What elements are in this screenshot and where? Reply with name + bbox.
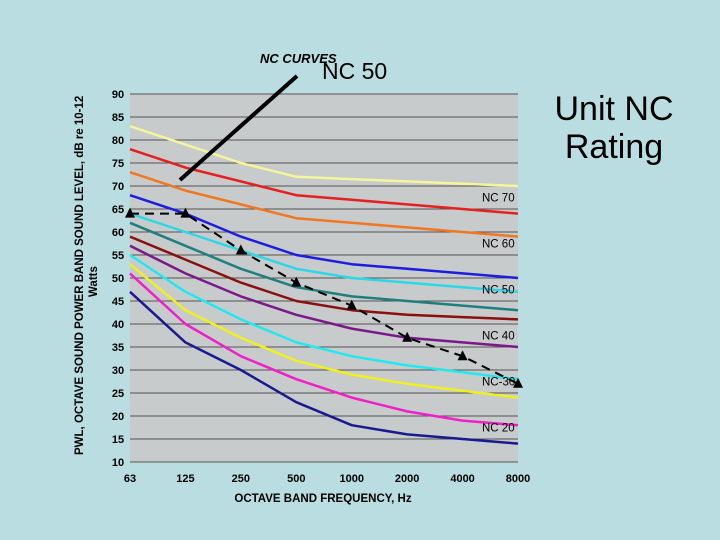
x-tick-label: 250 bbox=[232, 473, 250, 485]
nc-curves bbox=[129, 125, 519, 445]
measured-point bbox=[235, 244, 246, 255]
measured-point bbox=[513, 377, 523, 388]
nc50-annotation: NC 50 bbox=[322, 58, 387, 84]
y-tick-label: 45 bbox=[112, 296, 124, 308]
measured-point bbox=[346, 299, 357, 310]
nc-curve-2 bbox=[129, 148, 519, 215]
x-tick-labels: 63 125 250 500 1000 2000 4000 8000 bbox=[124, 473, 530, 485]
y-tick-label: 25 bbox=[112, 388, 124, 400]
measured-point bbox=[291, 276, 302, 287]
nc-curve-9 bbox=[129, 253, 519, 381]
curve-labels: NC 70 NC 60 NC 50 NC 40 NC-30 NC 20 bbox=[482, 193, 515, 435]
x-tick-label: 125 bbox=[176, 473, 194, 485]
slide-title-line-1: Unit NC bbox=[554, 90, 674, 128]
y-tick-label: 30 bbox=[112, 365, 124, 377]
nc-curve-1 bbox=[129, 125, 519, 188]
curve-label: NC 70 bbox=[482, 193, 515, 205]
measured-point bbox=[180, 207, 191, 218]
nc-curve-11 bbox=[129, 272, 519, 427]
nc-curve-6 bbox=[129, 221, 519, 312]
x-tick-label: 8000 bbox=[506, 473, 530, 485]
y-tick-label: 85 bbox=[112, 112, 124, 124]
nc-curve-8 bbox=[129, 244, 519, 349]
curve-label: NC-30 bbox=[482, 377, 515, 389]
y-tick-label: 20 bbox=[112, 411, 124, 423]
measured-point bbox=[402, 331, 413, 342]
nc-curve-7 bbox=[129, 235, 519, 321]
nc-curve-5 bbox=[129, 212, 519, 294]
slide-title-line-2: Rating bbox=[564, 128, 664, 166]
y-tick-labels: 90 85 80 75 70 65 60 55 50 45 40 35 30 25 20 15 10 bbox=[112, 89, 124, 469]
y-tick-label: 80 bbox=[112, 135, 124, 147]
x-tick-label: 500 bbox=[287, 473, 305, 485]
y-tick-label: 55 bbox=[112, 250, 124, 262]
y-tick-label: 10 bbox=[112, 457, 124, 469]
x-axis-label: OCTAVE BAND FREQUENCY, Hz bbox=[234, 493, 411, 505]
nc-curve-4 bbox=[129, 194, 519, 280]
y-tick-label: 70 bbox=[112, 181, 124, 193]
annotation-pointer bbox=[178, 74, 299, 182]
chart-title: NC CURVES bbox=[260, 51, 337, 66]
nc-curve-3 bbox=[129, 171, 519, 238]
slide-title: Unit NC Rating bbox=[548, 90, 680, 166]
y-tick-label: 50 bbox=[112, 273, 124, 285]
measured-line bbox=[130, 212, 519, 385]
x-tick-label: 1000 bbox=[339, 473, 363, 485]
curve-label: NC 50 bbox=[482, 285, 515, 297]
nc-curve-10 bbox=[129, 263, 519, 399]
y-tick-label: 60 bbox=[112, 227, 124, 239]
y-tick-label: 40 bbox=[112, 319, 124, 331]
x-tick-label: 63 bbox=[124, 473, 136, 485]
y-tick-label: 15 bbox=[112, 434, 124, 446]
x-tick-label: 4000 bbox=[450, 473, 474, 485]
curve-label: NC 20 bbox=[482, 423, 515, 435]
curve-label: NC 60 bbox=[482, 239, 515, 251]
curve-label: NC 40 bbox=[482, 331, 515, 343]
y-tick-label: 90 bbox=[112, 89, 124, 101]
x-tick-label: 2000 bbox=[395, 473, 419, 485]
nc-curve-12 bbox=[129, 290, 519, 445]
measured-point bbox=[457, 350, 468, 361]
measured-spectrum bbox=[125, 207, 523, 388]
y-axis-label: PWL, OCTAVE SOUND POWER BAND SOUND LEVEL… bbox=[74, 96, 100, 455]
y-tick-label: 75 bbox=[112, 158, 124, 170]
measured-point bbox=[125, 207, 135, 218]
y-tick-label: 35 bbox=[112, 342, 124, 354]
y-tick-label: 65 bbox=[112, 204, 124, 216]
